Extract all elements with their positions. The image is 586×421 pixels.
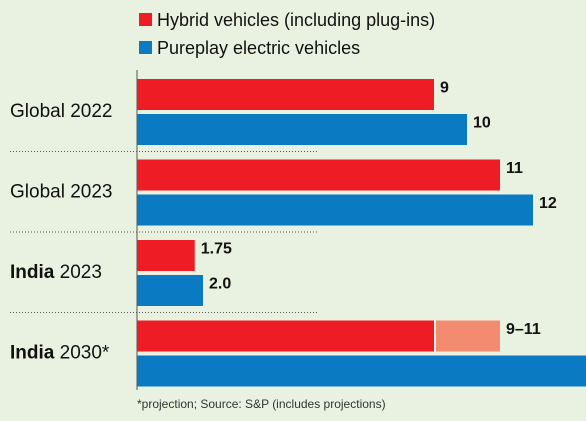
bar [137, 114, 467, 145]
value-label: 12 [539, 195, 557, 212]
category-label: India 2023 [10, 262, 102, 283]
legend-swatch [139, 41, 152, 54]
category-label: Global 2023 [10, 182, 112, 203]
bar [137, 159, 500, 191]
value-label: 10 [473, 115, 491, 132]
value-label: 11 [506, 160, 523, 177]
value-label: 2.0 [209, 276, 231, 293]
category-label: Global 2022 [10, 101, 112, 122]
bar [137, 275, 203, 306]
bar [137, 79, 434, 110]
bar-range [436, 320, 500, 352]
value-label: 9–11 [506, 321, 541, 338]
value-label: 1.75 [201, 241, 232, 258]
legend-label: Pureplay electric vehicles [157, 38, 360, 58]
legend-label: Hybrid vehicles (including plug-ins) [157, 10, 435, 30]
value-label: 9 [440, 80, 449, 97]
category-label: India 2030* [10, 343, 110, 364]
bar [137, 355, 586, 387]
footnote: *projection; Source: S&P (includes proje… [137, 397, 386, 411]
bar [137, 320, 434, 352]
legend-swatch [139, 13, 152, 26]
bar [137, 240, 195, 271]
bar [137, 194, 533, 226]
